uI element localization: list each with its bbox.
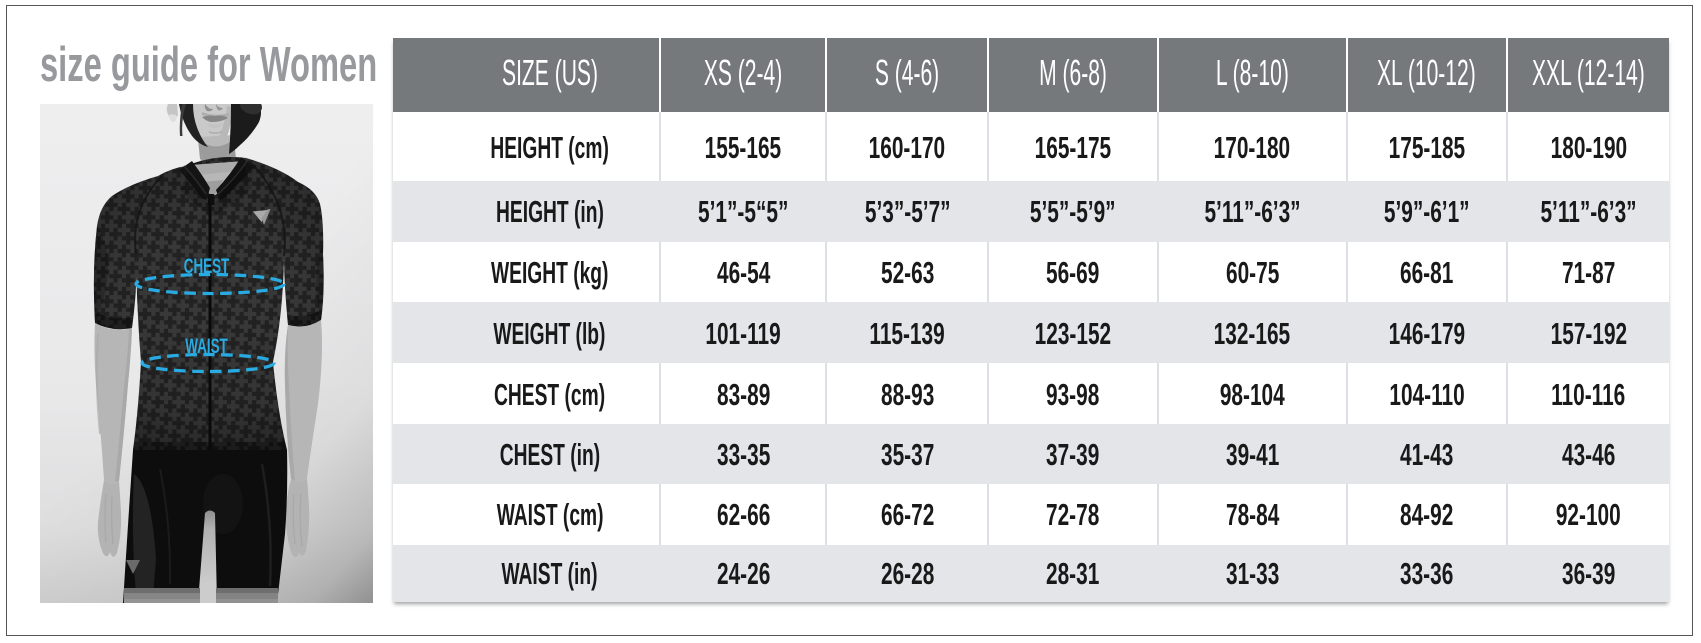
svg-text:WAIST: WAIST	[185, 334, 228, 358]
svg-text:CHEST: CHEST	[184, 254, 230, 278]
